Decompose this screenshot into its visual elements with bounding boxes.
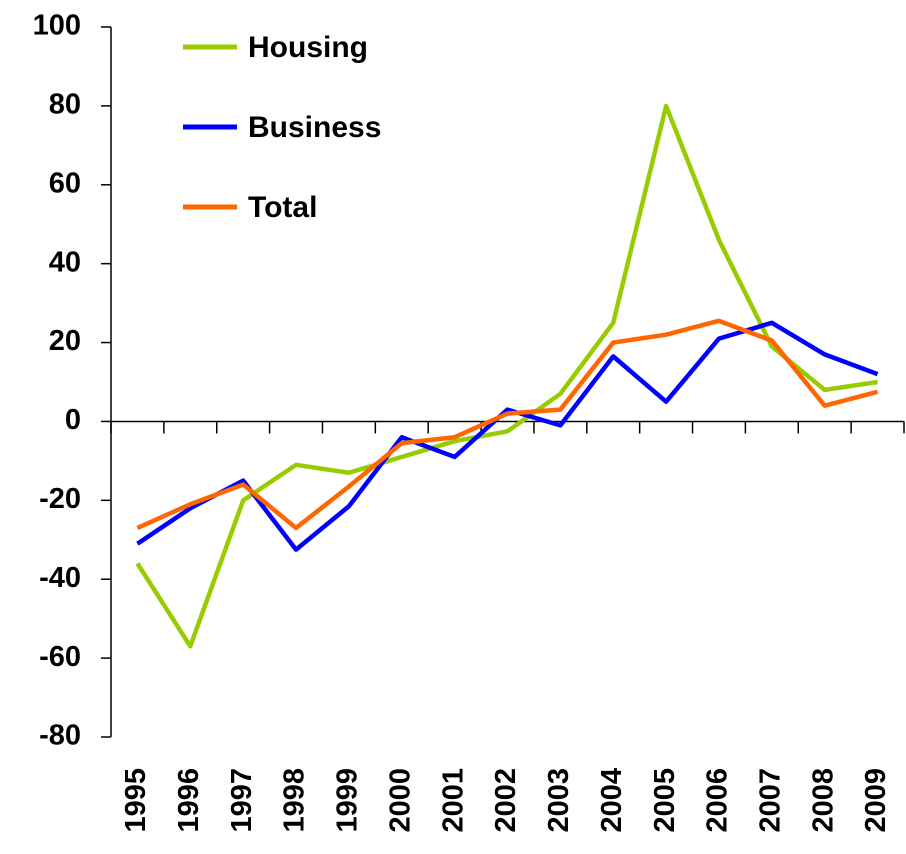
series-line	[135, 103, 878, 649]
x-tick-label: 1995	[120, 768, 152, 833]
x-tick-label: 2006	[702, 768, 734, 833]
y-tick-label: 20	[49, 325, 81, 357]
y-tick-label: 80	[49, 89, 81, 121]
x-tick-label: 2003	[543, 768, 575, 833]
x-tick-label: 1998	[279, 768, 311, 833]
x-tick-label: 2002	[490, 768, 522, 833]
series-line	[136, 320, 879, 552]
legend-label: Total	[248, 191, 317, 224]
y-tick-label: 100	[33, 10, 81, 42]
x-tick-label: 2000	[384, 768, 416, 833]
x-tick-label: 1999	[332, 768, 364, 833]
x-tick-label: 1996	[173, 768, 205, 833]
x-tick-label: 2007	[754, 768, 786, 833]
x-tick-label: 2001	[437, 768, 469, 833]
y-tick-label: -80	[39, 720, 81, 752]
x-tick-label: 2008	[807, 768, 839, 833]
x-tick-label: 2005	[649, 768, 681, 833]
series-line	[136, 318, 879, 531]
y-tick-label: -20	[39, 483, 81, 515]
x-tick-label: 2004	[596, 768, 628, 833]
y-tick-label: 60	[49, 167, 81, 199]
x-tick-label: 1997	[226, 768, 258, 833]
y-tick-label: -40	[39, 562, 81, 594]
x-tick-label: 2009	[860, 768, 892, 833]
y-tick-label: 40	[49, 246, 81, 278]
y-tick-label: -60	[39, 641, 81, 673]
y-tick-label: 0	[65, 404, 81, 436]
legend-label: Business	[248, 111, 381, 144]
legend-label: Housing	[248, 31, 368, 64]
